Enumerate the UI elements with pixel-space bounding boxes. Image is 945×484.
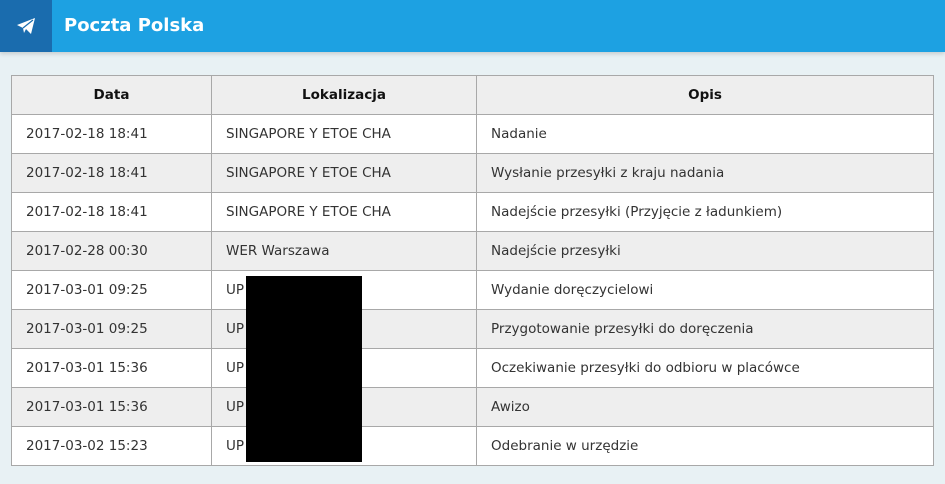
table-row: 2017-03-01 15:36 UP Awizo — [11, 387, 934, 427]
menu-logo-button[interactable] — [0, 0, 52, 52]
cell-description: Oczekiwanie przesyłki do odbioru w placó… — [476, 348, 934, 388]
cell-date: 2017-02-28 00:30 — [11, 231, 212, 271]
cell-description: Nadejście przesyłki (Przyjęcie z ładunki… — [476, 192, 934, 232]
cell-date: 2017-03-01 09:25 — [11, 309, 212, 349]
cell-date: 2017-03-01 15:36 — [11, 348, 212, 388]
cell-location: SINGAPORE Y ETOE CHA — [211, 114, 477, 154]
cell-description: Odebranie w urzędzie — [476, 426, 934, 466]
paper-plane-icon — [17, 18, 35, 34]
cell-date: 2017-02-18 18:41 — [11, 192, 212, 232]
cell-description: Nadanie — [476, 114, 934, 154]
cell-description: Wydanie doręczycielowi — [476, 270, 934, 310]
table-row: 2017-03-02 15:23 UP Odebranie w urzędzie — [11, 426, 934, 466]
table-row: 2017-02-28 00:30 WER Warszawa Nadejście pr… — [11, 231, 934, 271]
table-row: 2017-03-01 15:36 UP Oczekiwanie przesyłki … — [11, 348, 934, 388]
cell-location: SINGAPORE Y ETOE CHA — [211, 192, 477, 232]
redaction-box — [246, 276, 362, 462]
cell-description: Awizo — [476, 387, 934, 427]
cell-location: SINGAPORE Y ETOE CHA — [211, 153, 477, 193]
cell-date: 2017-03-01 09:25 — [11, 270, 212, 310]
cell-date: 2017-02-18 18:41 — [11, 114, 212, 154]
cell-location: WER Warszawa — [211, 231, 477, 271]
column-header-location: Lokalizacja — [211, 75, 477, 115]
column-header-date: Data — [11, 75, 212, 115]
cell-description: Wysłanie przesyłki z kraju nadania — [476, 153, 934, 193]
app-header: Poczta Polska — [0, 0, 945, 52]
cell-description: Nadejście przesyłki — [476, 231, 934, 271]
table-row: 2017-02-18 18:41 SINGAPORE Y ETOE CHA Wysł… — [11, 153, 934, 193]
table-row: 2017-02-18 18:41 SINGAPORE Y ETOE CHA Nada… — [11, 114, 934, 154]
app-title: Poczta Polska — [64, 15, 205, 36]
cell-date: 2017-03-01 15:36 — [11, 387, 212, 427]
tracking-table: Data Lokalizacja Opis 2017-02-18 18:41 SI… — [11, 75, 934, 466]
cell-date: 2017-02-18 18:41 — [11, 153, 212, 193]
table-row: 2017-03-01 09:25 UP Przygotowanie przesyłk… — [11, 309, 934, 349]
table-row: 2017-03-01 09:25 UP Wydanie doręczycielowi — [11, 270, 934, 310]
column-header-description: Opis — [476, 75, 934, 115]
cell-date: 2017-03-02 15:23 — [11, 426, 212, 466]
table-row: 2017-02-18 18:41 SINGAPORE Y ETOE CHA Nade… — [11, 192, 934, 232]
cell-description: Przygotowanie przesyłki do doręczenia — [476, 309, 934, 349]
